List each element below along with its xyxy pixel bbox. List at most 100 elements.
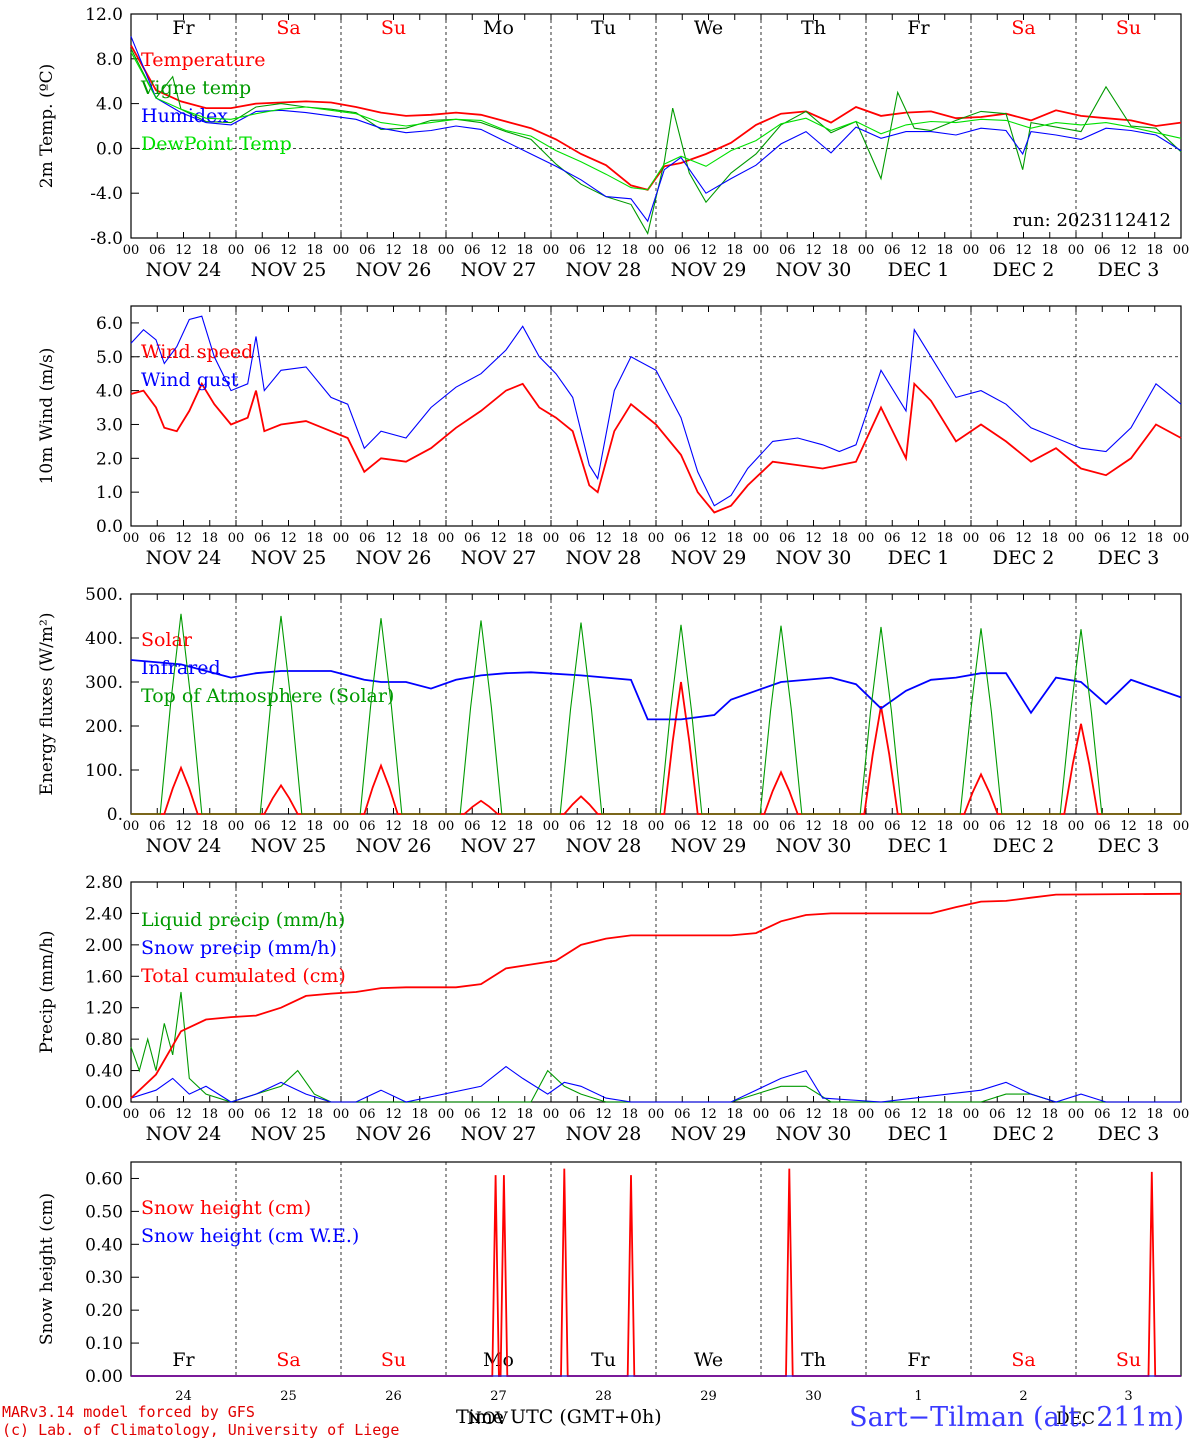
x-hour-label: 18 (831, 1107, 848, 1122)
x-hour-label: 00 (1173, 1107, 1190, 1122)
x-hour-label: 18 (516, 819, 533, 834)
x-hour-label: 18 (306, 1107, 323, 1122)
y-tick-label: -8.0 (90, 229, 123, 249)
x-hour-label: 00 (543, 1107, 560, 1122)
x-hour-label: 06 (989, 243, 1006, 258)
x-hour-label: 00 (543, 243, 560, 258)
x-hour-label: 18 (411, 243, 428, 258)
x-hour-label: 18 (621, 819, 638, 834)
day-number-label: 29 (700, 1389, 717, 1404)
date-label: NOV 30 (776, 547, 852, 569)
x-hour-label: 06 (779, 243, 796, 258)
x-hour-label: 18 (831, 243, 848, 258)
station-name: Sart−Tilman (alt. 211m) (849, 1402, 1184, 1433)
y-tick-label: 0. (107, 805, 123, 825)
x-hour-label: 06 (884, 1107, 901, 1122)
date-label: DEC 1 (888, 547, 950, 569)
x-hour-label: 00 (228, 531, 245, 546)
date-label: DEC 3 (1098, 1123, 1160, 1145)
series-line (130, 659, 1182, 721)
x-hour-label: 18 (831, 531, 848, 546)
x-hour-label: 06 (254, 819, 271, 834)
x-hour-label: 12 (385, 243, 402, 258)
x-hour-label: 00 (1068, 531, 1085, 546)
x-hour-label: 00 (753, 243, 770, 258)
day-label: Tu (591, 17, 616, 39)
legend-entry: Wind gust (141, 369, 239, 391)
x-hour-label: 00 (1173, 819, 1190, 834)
x-hour-label: 06 (1094, 1107, 1111, 1122)
x-hour-label: 00 (123, 819, 140, 834)
date-label: NOV 30 (776, 259, 852, 281)
date-label: NOV 27 (461, 835, 537, 857)
x-hour-label: 00 (753, 1107, 770, 1122)
x-hour-label: 06 (359, 531, 376, 546)
y-tick-label: 1.0 (96, 483, 123, 503)
date-label: NOV 28 (566, 547, 642, 569)
series-line (130, 44, 1182, 191)
x-hour-label: 12 (595, 531, 612, 546)
x-hour-label: 12 (1120, 243, 1137, 258)
x-hour-label: 00 (753, 531, 770, 546)
legend-entry: DewPoint Temp (141, 133, 292, 155)
day-label: Su (381, 1349, 406, 1371)
x-hour-label: 00 (333, 243, 350, 258)
x-hour-label: 00 (963, 1107, 980, 1122)
legend-entry: Snow height (cm) (141, 1197, 311, 1219)
x-hour-label: 06 (779, 1107, 796, 1122)
x-hour-label: 18 (1041, 1107, 1058, 1122)
y-tick-label: 0.40 (85, 1235, 123, 1255)
x-hour-label: 06 (884, 243, 901, 258)
x-hour-label: 00 (1068, 1107, 1085, 1122)
series-line (131, 613, 1181, 815)
x-hour-label: 18 (621, 1107, 638, 1122)
date-label: NOV 29 (671, 835, 747, 857)
lab-credit: (c) Lab. of Climatology, University of L… (2, 1421, 400, 1439)
x-hour-label: 18 (411, 819, 428, 834)
x-hour-label: 12 (280, 531, 297, 546)
date-label: NOV 25 (251, 1123, 327, 1145)
x-hour-label: 12 (805, 1107, 822, 1122)
x-hour-label: 06 (1094, 243, 1111, 258)
date-label: NOV 27 (461, 547, 537, 569)
x-hour-label: 12 (910, 243, 927, 258)
x-hour-label: 00 (963, 243, 980, 258)
x-hour-label: 18 (726, 819, 743, 834)
x-hour-label: 00 (333, 819, 350, 834)
x-hour-label: 06 (464, 819, 481, 834)
day-label: Mo (483, 17, 514, 39)
x-hour-label: 06 (464, 243, 481, 258)
x-hour-label: 06 (884, 531, 901, 546)
y-tick-label: 4.0 (96, 95, 123, 115)
x-hour-label: 06 (674, 243, 691, 258)
y-axis-label: 10m Wind (m/s) (37, 348, 57, 485)
x-hour-label: 06 (359, 1107, 376, 1122)
x-hour-label: 06 (989, 1107, 1006, 1122)
date-label: NOV 25 (251, 259, 327, 281)
x-hour-label: 12 (1015, 243, 1032, 258)
date-label: NOV 28 (566, 835, 642, 857)
x-hour-label: 12 (595, 243, 612, 258)
x-hour-label: 00 (858, 243, 875, 258)
x-hour-label: 00 (858, 531, 875, 546)
x-hour-label: 12 (175, 819, 192, 834)
x-hour-label: 18 (726, 243, 743, 258)
date-label: NOV 24 (146, 1123, 222, 1145)
date-label: NOV 25 (251, 547, 327, 569)
date-label: DEC 2 (993, 835, 1055, 857)
x-hour-label: 12 (910, 1107, 927, 1122)
x-hour-label: 12 (805, 531, 822, 546)
day-label: Fr (172, 17, 195, 39)
date-label: NOV 29 (671, 259, 747, 281)
x-hour-label: 12 (700, 243, 717, 258)
x-hour-label: 12 (1015, 1107, 1032, 1122)
x-hour-label: 12 (700, 819, 717, 834)
x-hour-label: 18 (516, 1107, 533, 1122)
y-tick-label: 2.0 (96, 449, 123, 469)
x-hour-label: 06 (464, 1107, 481, 1122)
date-label: DEC 3 (1098, 547, 1160, 569)
legend-entry: Snow precip (mm/h) (141, 937, 337, 959)
day-label: Sa (276, 17, 300, 39)
date-label: NOV 26 (356, 1123, 432, 1145)
date-label: NOV 30 (776, 1123, 852, 1145)
